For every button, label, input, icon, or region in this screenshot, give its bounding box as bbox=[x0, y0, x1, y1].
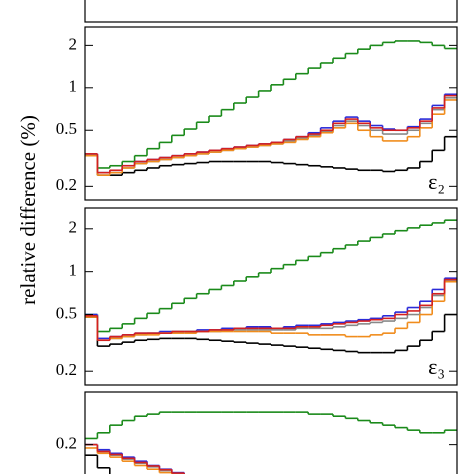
panel-frame bbox=[84, 391, 458, 474]
y-tick-label: 1 bbox=[69, 77, 78, 96]
cut-panel-frame bbox=[84, 0, 458, 23]
plot-area bbox=[85, 411, 457, 474]
y-tick-label: 1 bbox=[69, 261, 78, 280]
y-tick-label: 0.2 bbox=[56, 360, 77, 379]
panel-frame bbox=[84, 26, 458, 201]
panel-label: ε₂ bbox=[428, 169, 445, 194]
y-tick-label: 0.5 bbox=[56, 119, 77, 138]
panel-frame bbox=[84, 207, 458, 386]
y-tick-label: 2 bbox=[69, 34, 78, 53]
y-tick-label: 0.2 bbox=[56, 434, 77, 453]
y-tick-label: 0.5 bbox=[56, 303, 77, 322]
y-axis-label: relative difference (%) bbox=[16, 115, 40, 305]
y-tick-label: 0.2 bbox=[56, 175, 77, 194]
plot-area bbox=[85, 219, 457, 354]
plot-area bbox=[85, 40, 457, 176]
panel-label: ε₃ bbox=[428, 354, 445, 379]
y-tick-label: 2 bbox=[69, 218, 78, 237]
